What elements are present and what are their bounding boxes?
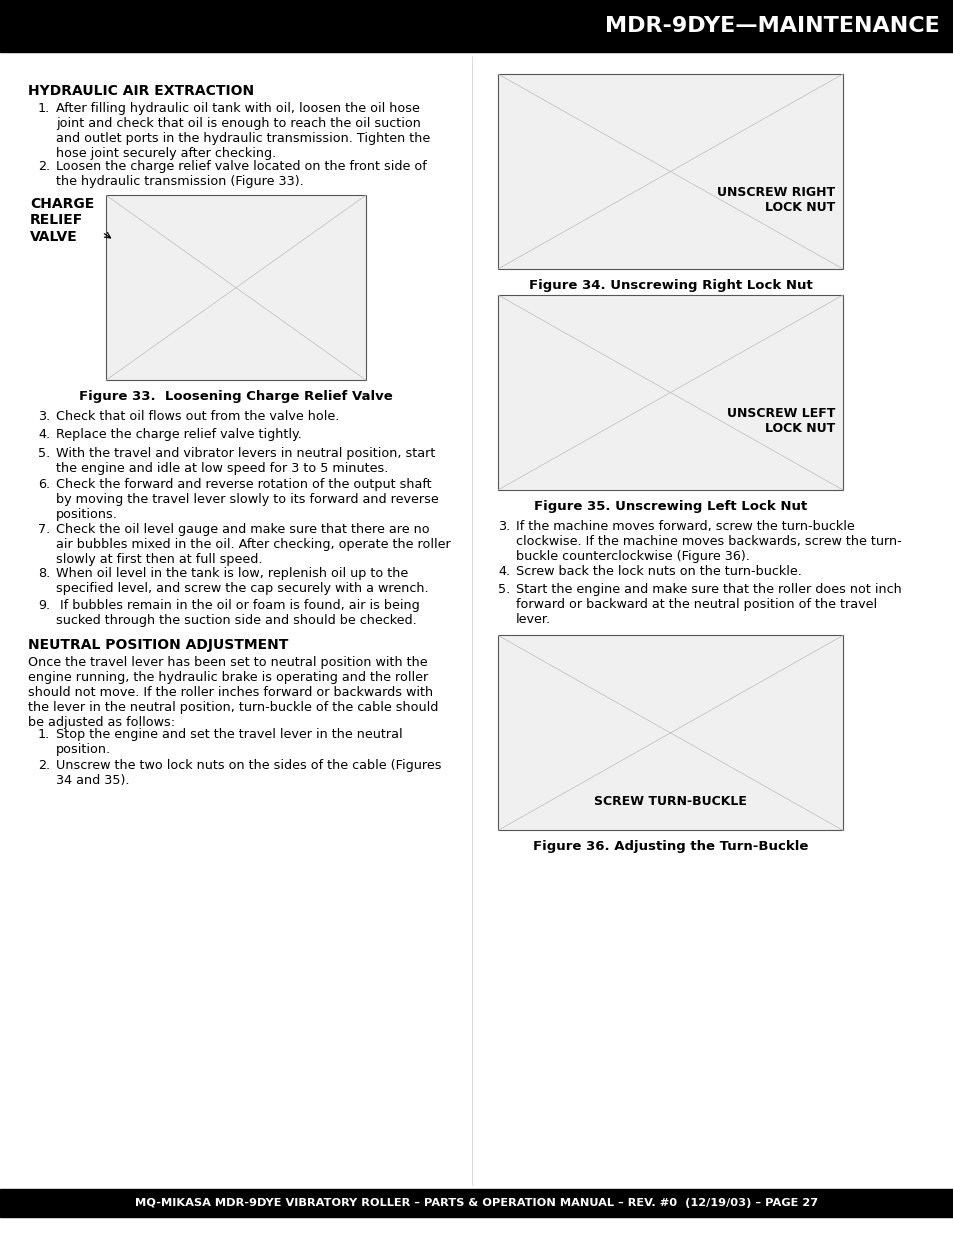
Text: 3.: 3.: [38, 410, 51, 424]
Text: With the travel and vibrator levers in neutral position, start
the engine and id: With the travel and vibrator levers in n…: [56, 447, 435, 474]
Text: 5.: 5.: [497, 583, 510, 595]
Text: Check the forward and reverse rotation of the output shaft
by moving the travel : Check the forward and reverse rotation o…: [56, 478, 438, 521]
Text: Stop the engine and set the travel lever in the neutral
position.: Stop the engine and set the travel lever…: [56, 727, 402, 756]
Text: Figure 34. Unscrewing Right Lock Nut: Figure 34. Unscrewing Right Lock Nut: [528, 279, 812, 291]
Bar: [497, 74, 842, 269]
Text: UNSCREW LEFT
LOCK NUT: UNSCREW LEFT LOCK NUT: [726, 408, 834, 435]
Text: Loosen the charge relief valve located on the front side of
the hydraulic transm: Loosen the charge relief valve located o…: [56, 159, 426, 188]
Text: SCREW TURN-BUCKLE: SCREW TURN-BUCKLE: [594, 795, 746, 809]
Bar: [0, 0, 953, 52]
Bar: [106, 195, 366, 380]
Text: Start the engine and make sure that the roller does not inch
forward or backward: Start the engine and make sure that the …: [516, 583, 901, 626]
Text: 1.: 1.: [38, 103, 51, 115]
Text: MQ-MIKASA MDR-9DYE VIBRATORY ROLLER – PARTS & OPERATION MANUAL – REV. #0  (12/19: MQ-MIKASA MDR-9DYE VIBRATORY ROLLER – PA…: [135, 1198, 818, 1208]
Text: If the machine moves forward, screw the turn-buckle
clockwise. If the machine mo: If the machine moves forward, screw the …: [516, 520, 901, 563]
Text: Unscrew the two lock nuts on the sides of the cable (Figures
34 and 35).: Unscrew the two lock nuts on the sides o…: [56, 760, 441, 788]
Text: CHARGE
RELIEF
VALVE: CHARGE RELIEF VALVE: [30, 198, 94, 243]
Text: 4.: 4.: [497, 564, 510, 578]
Text: 8.: 8.: [38, 567, 51, 580]
Bar: [497, 635, 842, 830]
Text: 2.: 2.: [38, 159, 51, 173]
Text: 4.: 4.: [38, 429, 51, 441]
Text: 6.: 6.: [38, 478, 51, 492]
Text: 2.: 2.: [38, 760, 51, 772]
Text: Replace the charge relief valve tightly.: Replace the charge relief valve tightly.: [56, 429, 301, 441]
Text: Figure 33.  Loosening Charge Relief Valve: Figure 33. Loosening Charge Relief Valve: [79, 390, 393, 403]
Text: If bubbles remain in the oil or foam is found, air is being
sucked through the s: If bubbles remain in the oil or foam is …: [56, 599, 419, 626]
Text: Check the oil level gauge and make sure that there are no
air bubbles mixed in t: Check the oil level gauge and make sure …: [56, 522, 450, 566]
Text: Figure 35. Unscrewing Left Lock Nut: Figure 35. Unscrewing Left Lock Nut: [534, 500, 806, 513]
Text: 5.: 5.: [38, 447, 51, 459]
Text: After filling hydraulic oil tank with oil, loosen the oil hose
joint and check t: After filling hydraulic oil tank with oi…: [56, 103, 430, 161]
Text: Check that oil flows out from the valve hole.: Check that oil flows out from the valve …: [56, 410, 339, 424]
Text: 7.: 7.: [38, 522, 51, 536]
Text: HYDRAULIC AIR EXTRACTION: HYDRAULIC AIR EXTRACTION: [28, 84, 253, 98]
Text: UNSCREW RIGHT
LOCK NUT: UNSCREW RIGHT LOCK NUT: [716, 186, 834, 214]
Text: Screw back the lock nuts on the turn-buckle.: Screw back the lock nuts on the turn-buc…: [516, 564, 801, 578]
Text: NEUTRAL POSITION ADJUSTMENT: NEUTRAL POSITION ADJUSTMENT: [28, 638, 288, 652]
Text: 3.: 3.: [497, 520, 510, 534]
Bar: [497, 295, 842, 490]
Text: When oil level in the tank is low, replenish oil up to the
specified level, and : When oil level in the tank is low, reple…: [56, 567, 428, 595]
Text: 1.: 1.: [38, 727, 51, 741]
Bar: [0, 1189, 953, 1216]
Text: Figure 36. Adjusting the Turn-Buckle: Figure 36. Adjusting the Turn-Buckle: [533, 840, 807, 853]
Text: Once the travel lever has been set to neutral position with the
engine running, : Once the travel lever has been set to ne…: [28, 656, 438, 729]
Text: 9.: 9.: [38, 599, 51, 611]
Text: MDR-9DYE—MAINTENANCE: MDR-9DYE—MAINTENANCE: [604, 16, 939, 36]
